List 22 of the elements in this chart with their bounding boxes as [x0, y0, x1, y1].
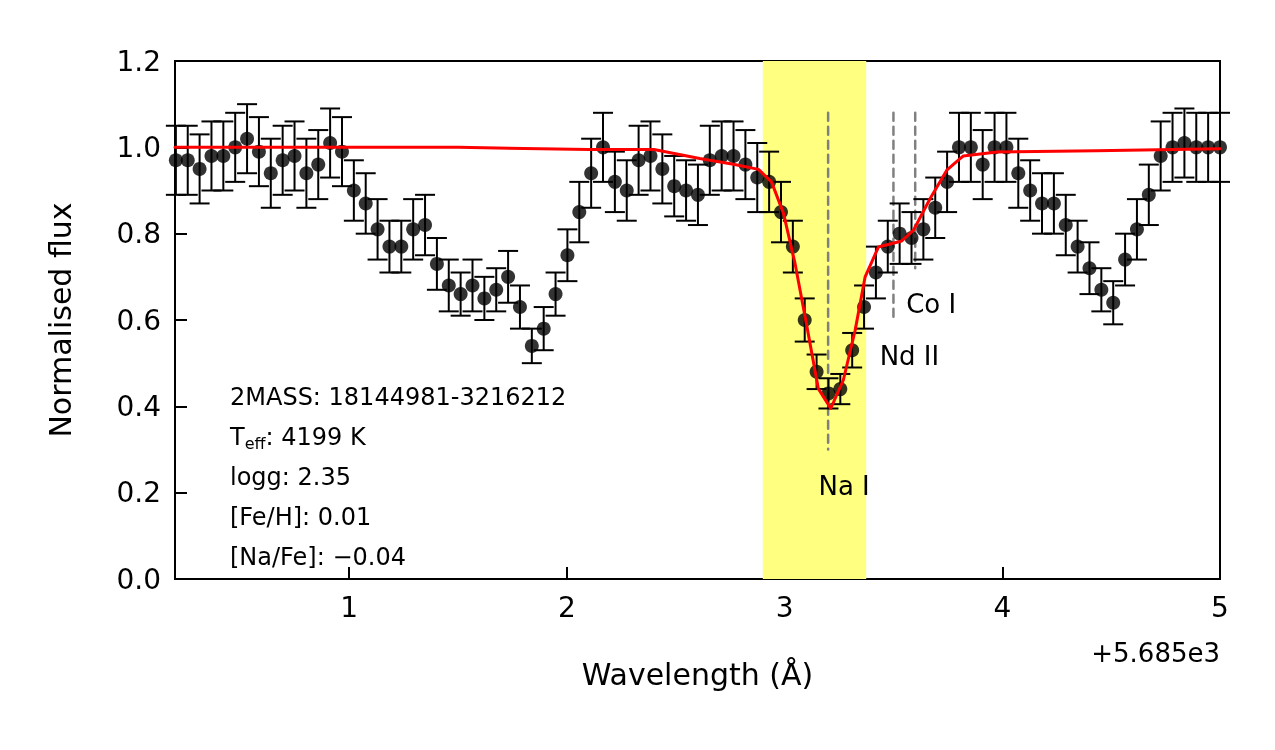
y-tick-label: 0.8	[116, 217, 161, 251]
x-tick-label: 3	[775, 590, 794, 624]
y-tick-label: 0.2	[116, 476, 161, 510]
annotation: [Fe/H]: 0.01	[230, 503, 372, 531]
x-axis-title: Wavelength (Å)	[581, 656, 814, 692]
annotation: Co I	[906, 289, 957, 320]
annotation: logg: 2.35	[230, 463, 351, 491]
annotation: [Na/Fe]: −0.04	[230, 543, 406, 571]
y-tick-label: 0.6	[116, 303, 161, 337]
y-tick-label: 0.0	[116, 562, 161, 596]
y-tick-label: 1.0	[116, 130, 161, 164]
x-tick-label: 1	[340, 590, 359, 624]
text: +5.685e3	[1091, 638, 1221, 668]
annotation: Na I	[818, 470, 870, 501]
x-tick-label: 5	[1211, 590, 1229, 624]
annotation: 2MASS: 18144981-3216212	[230, 383, 567, 411]
y-axis-title: Normalised flux	[42, 202, 78, 438]
x-tick-label: 2	[557, 590, 576, 624]
annotation: Nd II	[879, 341, 940, 371]
y-tick-label: 0.4	[116, 389, 161, 423]
x-tick-label: 4	[993, 590, 1012, 624]
y-tick-label: 1.2	[116, 44, 161, 78]
